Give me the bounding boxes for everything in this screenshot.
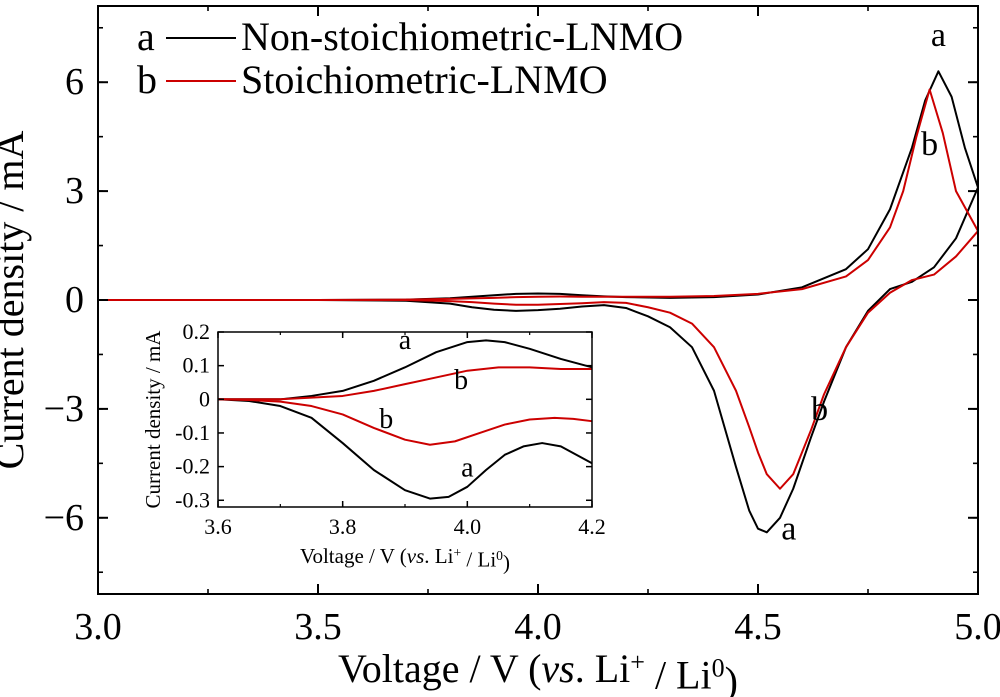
xlabel-sup2: 0: [496, 548, 503, 563]
main-curve-label-b: b: [921, 126, 938, 163]
inset-y-tick-label: -0.1: [175, 420, 210, 445]
xlabel-vs: vs: [541, 646, 574, 691]
main-y-tick-label: 6: [65, 61, 84, 103]
inset-series-b-reduction: [217, 398, 593, 446]
main-y-tick-label: 0: [65, 279, 84, 321]
inset-series-a-oxidation: [218, 339, 593, 401]
main-series-a-oxidation: [98, 70, 979, 301]
inset-curve-label-a: a: [399, 325, 412, 356]
xlabel-suffix: ): [503, 551, 510, 575]
inset-curve-label-b: b: [379, 404, 393, 435]
main-x-tick-label: 3.0: [74, 606, 122, 648]
xlabel-sup1: +: [630, 647, 645, 676]
inset-x-tick-label: 4.0: [454, 514, 482, 539]
inset-y-tick-label: 0: [199, 386, 210, 411]
inset-plot: 3.6 3.8 4.0 4.2 -0.3 -0.2 -0.1 0 0.1 0.2 Voltage /…: [141, 319, 606, 575]
main-y-tick-label: 3: [65, 170, 84, 212]
main-series-a-reduction: [98, 187, 979, 534]
main-series-b-reduction: [98, 230, 979, 490]
inset-y-tick-label: 0.1: [183, 353, 211, 378]
main-x-tick-label: 4.5: [734, 606, 782, 648]
xlabel-suffix: ): [725, 659, 738, 697]
main-y-axis-title: Current density / mA: [0, 130, 32, 469]
legend-label-a: Non-stoichiometric-LNMO: [241, 14, 683, 59]
inset-x-axis-title: Voltage / V (vs. Li+ / Li0): [300, 544, 510, 575]
inset-y-axis-title: Current density / mA: [141, 330, 165, 509]
main-curve-label-a: a: [931, 17, 946, 54]
xlabel-sup1: +: [453, 545, 461, 560]
xlabel-mid2: / Li: [645, 652, 712, 697]
inset-y-tick-label: 0.2: [183, 319, 211, 344]
xlabel-prefix: Voltage / V (: [338, 646, 541, 691]
inset-x-tick-label: 3.8: [329, 514, 357, 539]
xlabel-mid2: / Li: [461, 547, 496, 571]
main-x-tick-label: 4.0: [514, 606, 562, 648]
inset-x-tick-label: 4.2: [578, 514, 606, 539]
inset-y-tick-label: -0.2: [175, 454, 210, 479]
inset-y-tick-label: -0.3: [175, 487, 210, 512]
main-curve-label-a: a: [781, 511, 796, 548]
inset-series-a-reduction: [217, 398, 593, 500]
main-y-tick-label: −6: [44, 497, 84, 539]
xlabel-mid: . Li: [424, 544, 453, 568]
inset-x-tick-label: 3.6: [204, 514, 232, 539]
main-series-b-oxidation: [98, 88, 979, 301]
legend-label-b: Stoichiometric-LNMO: [241, 57, 608, 102]
legend-tag-b: b: [137, 57, 157, 102]
xlabel-vs: vs: [407, 544, 425, 568]
xlabel-sup2: 0: [712, 654, 725, 683]
main-x-axis-title: Voltage / V (vs. Li+ / Li0): [338, 646, 738, 697]
main-x-tick-label: 5.0: [954, 606, 1000, 648]
inset-curve-label-a: a: [461, 453, 474, 484]
xlabel-prefix: Voltage / V (: [300, 544, 407, 568]
legend: a Non-stoichiometric-LNMO b Stoichiometric-…: [137, 14, 683, 102]
main-x-tick-label: 3.5: [294, 606, 342, 648]
xlabel-mid: . Li: [575, 646, 631, 691]
inset-series-b-oxidation: [218, 366, 592, 401]
main-curve-label-b: b: [811, 391, 828, 428]
main-y-tick-label: −3: [44, 388, 84, 430]
legend-tag-a: a: [137, 14, 155, 59]
inset-curve-label-b: b: [454, 365, 468, 396]
